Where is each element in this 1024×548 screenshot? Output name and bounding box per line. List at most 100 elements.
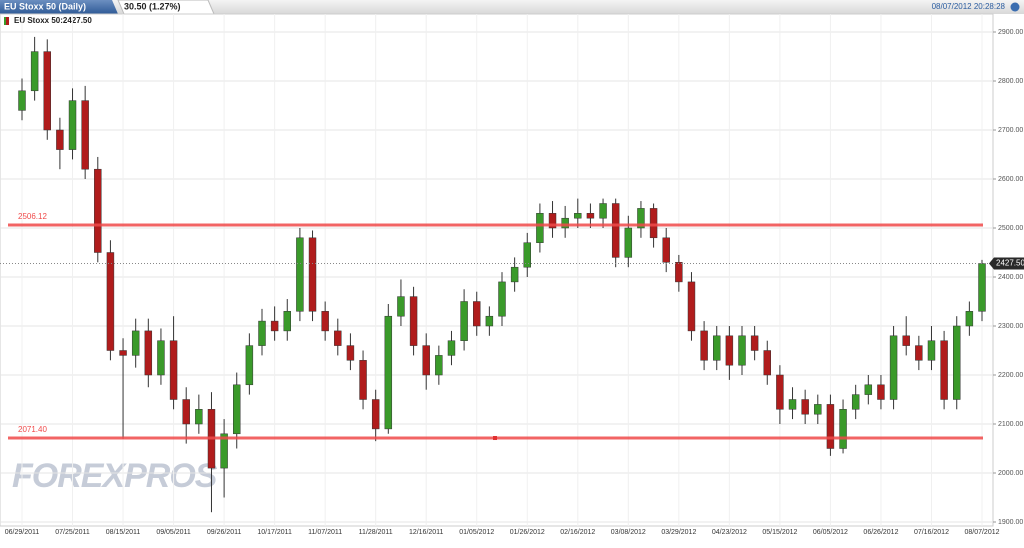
candle-body — [43, 51, 51, 131]
candle-body — [738, 335, 746, 366]
candle-body — [169, 340, 178, 400]
candle-body — [978, 263, 986, 312]
x-tick-label: 05/15/2012 — [762, 529, 797, 536]
candle-body — [599, 203, 607, 219]
candle-body — [637, 208, 645, 229]
x-tick-label: 10/17/2011 — [257, 529, 292, 536]
candle-body — [788, 399, 797, 410]
y-tick-label: 2800.00 — [998, 78, 1023, 85]
candle-body — [611, 203, 620, 258]
candle-body — [940, 340, 948, 400]
y-tick-label: 2300.00 — [998, 323, 1023, 330]
x-tick-label: 09/05/2011 — [156, 529, 191, 536]
candle-body — [119, 350, 127, 356]
title-tab — [0, 0, 118, 14]
candle-body — [321, 311, 329, 332]
candle-body — [485, 315, 494, 327]
header-title: EU Stoxx 50 (Daily) — [4, 1, 86, 11]
candle-body — [953, 325, 961, 400]
y-tick-label: 2000.00 — [998, 470, 1023, 477]
candle-body — [371, 399, 380, 430]
candle-body — [662, 237, 670, 263]
candle-body — [839, 409, 847, 449]
y-tick-label: 2600.00 — [998, 176, 1023, 183]
y-tick-label: 2900.00 — [998, 29, 1023, 36]
x-tick-label: 01/05/2012 — [459, 529, 494, 536]
candle-body — [195, 409, 203, 425]
x-tick-label: 01/26/2012 — [510, 529, 545, 536]
candle-body — [965, 311, 974, 327]
settings-button[interactable] — [1010, 2, 1020, 12]
x-tick-label: 06/26/2012 — [863, 529, 898, 536]
candle-body — [308, 237, 317, 312]
candle-body — [675, 262, 683, 283]
candle-body — [473, 301, 481, 327]
x-tick-label: 11/07/2011 — [308, 529, 342, 536]
candle-body — [561, 217, 569, 229]
candle-body — [498, 281, 506, 317]
x-tick-label: 03/29/2012 — [661, 529, 696, 536]
candle-body — [144, 330, 153, 376]
watermark: FOREXPROS — [12, 457, 218, 495]
candle-body — [915, 345, 923, 361]
candle-body — [510, 266, 519, 283]
x-tick-label: 06/29/2011 — [5, 529, 40, 536]
candle-body — [94, 168, 102, 253]
y-tick-label: 2400.00 — [998, 274, 1023, 281]
candle-body — [700, 330, 708, 361]
candle-body — [523, 242, 531, 268]
x-tick-label: 09/26/2011 — [207, 529, 242, 536]
candle-body — [359, 360, 367, 400]
candle-body — [864, 384, 873, 395]
candle-body — [851, 394, 860, 410]
x-tick-label: 04/23/2012 — [712, 529, 747, 536]
candle-body — [447, 340, 456, 356]
y-tick-label: 2200.00 — [998, 372, 1023, 379]
candle-body — [826, 404, 835, 449]
support-label: 2071.40 — [18, 425, 47, 434]
candle-body — [157, 340, 165, 376]
x-tick-label: 03/08/2012 — [611, 529, 646, 536]
candle-body — [220, 433, 228, 469]
header-timestamp: 08/07/2012 20:28:28 — [932, 2, 1006, 11]
candle-body — [814, 404, 822, 415]
candle-body — [30, 51, 39, 92]
x-tick-label: 08/07/2012 — [964, 529, 999, 536]
candle-body — [81, 100, 89, 170]
x-tick-label: 07/25/2011 — [55, 529, 90, 536]
candle-body — [725, 335, 734, 366]
candle-body — [877, 384, 885, 400]
y-tick-label: 2100.00 — [998, 421, 1023, 428]
y-tick-label: 2700.00 — [998, 127, 1023, 134]
candle-body — [409, 296, 418, 346]
candle-body — [574, 213, 582, 219]
candle-body — [397, 296, 405, 317]
x-tick-label: 11/28/2011 — [359, 529, 393, 536]
candle-body — [384, 315, 393, 430]
candle-body — [296, 237, 304, 312]
candle-body — [624, 227, 633, 258]
candle-body — [68, 100, 77, 150]
candle-body — [460, 301, 468, 341]
last-price-label: 2427.50 — [996, 259, 1024, 268]
legend: EU Stoxx 50:2427.50 — [14, 16, 92, 25]
legend-icon-down — [6, 17, 9, 25]
x-tick-label: 08/15/2011 — [106, 529, 141, 536]
candle-body — [801, 399, 809, 415]
x-tick-label: 07/16/2012 — [914, 529, 949, 536]
candle-body — [586, 213, 595, 219]
candle-body — [131, 330, 140, 356]
candle-body — [889, 335, 898, 400]
candle-body — [548, 213, 557, 229]
line-handle — [493, 436, 497, 441]
candle-body — [334, 330, 342, 346]
x-tick-label: 06/05/2012 — [813, 529, 848, 536]
candle-body — [435, 355, 443, 376]
y-tick-label: 1900.00 — [998, 519, 1023, 526]
candle-body — [776, 374, 784, 410]
x-tick-label: 02/16/2012 — [560, 529, 595, 536]
y-tick-label: 2500.00 — [998, 225, 1023, 232]
candle-body — [902, 335, 910, 346]
header-bar — [0, 0, 1024, 14]
